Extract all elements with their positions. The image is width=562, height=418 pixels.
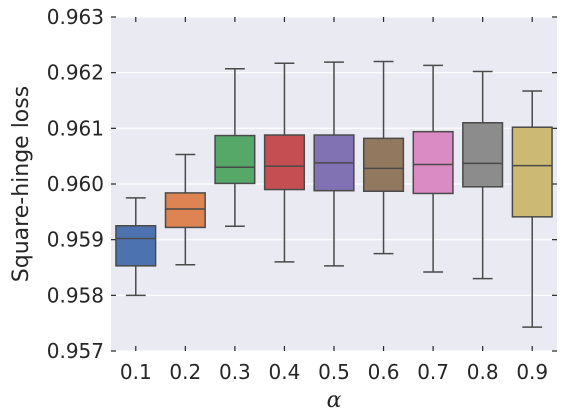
y-tick-label: 0.962: [47, 61, 104, 85]
y-tick-label: 0.960: [47, 172, 104, 196]
x-tick-label: 0.9: [516, 360, 548, 384]
x-tick-label: 0.3: [219, 360, 251, 384]
x-tick-label: 0.1: [120, 360, 152, 384]
box-0.7: [412, 64, 454, 273]
x-axis-title: α: [327, 388, 342, 413]
y-axis-title: Square-hinge loss: [9, 86, 34, 282]
box-0.5: [313, 61, 355, 267]
iqr-box: [362, 137, 405, 192]
y-tick-labels: 0.957 0.958 0.959 0.960 0.961 0.962 0.963: [47, 5, 104, 363]
box-0.1: [115, 197, 157, 297]
y-tick-label: 0.959: [47, 228, 104, 252]
box-0.6: [362, 60, 405, 255]
x-tick-label: 0.6: [368, 360, 400, 384]
y-tick-label: 0.957: [47, 339, 104, 363]
box-0.3: [214, 68, 256, 228]
iqr-box: [214, 134, 256, 185]
iqr-box: [412, 130, 454, 195]
box-0.2: [164, 153, 206, 266]
iqr-box: [511, 126, 553, 218]
x-tick-label: 0.8: [467, 360, 499, 384]
iqr-box: [462, 122, 504, 188]
boxes: [115, 60, 553, 328]
iqr-box: [164, 192, 206, 229]
axis-ticks: [111, 16, 557, 352]
x-tick-labels: 0.1 0.2 0.3 0.4 0.5 0.6 0.7 0.8 0.9: [120, 360, 548, 384]
x-tick-label: 0.7: [417, 360, 449, 384]
box-0.9: [511, 90, 553, 328]
box-0.8: [462, 70, 504, 280]
x-tick-label: 0.5: [318, 360, 350, 384]
iqr-box: [115, 225, 157, 267]
y-tick-label: 0.961: [47, 116, 104, 140]
y-tick-label: 0.963: [47, 5, 104, 29]
box-0.4: [263, 62, 306, 263]
y-tick-label: 0.958: [47, 283, 104, 307]
x-tick-label: 0.2: [169, 360, 201, 384]
x-tick-label: 0.4: [269, 360, 301, 384]
iqr-box: [263, 134, 306, 191]
